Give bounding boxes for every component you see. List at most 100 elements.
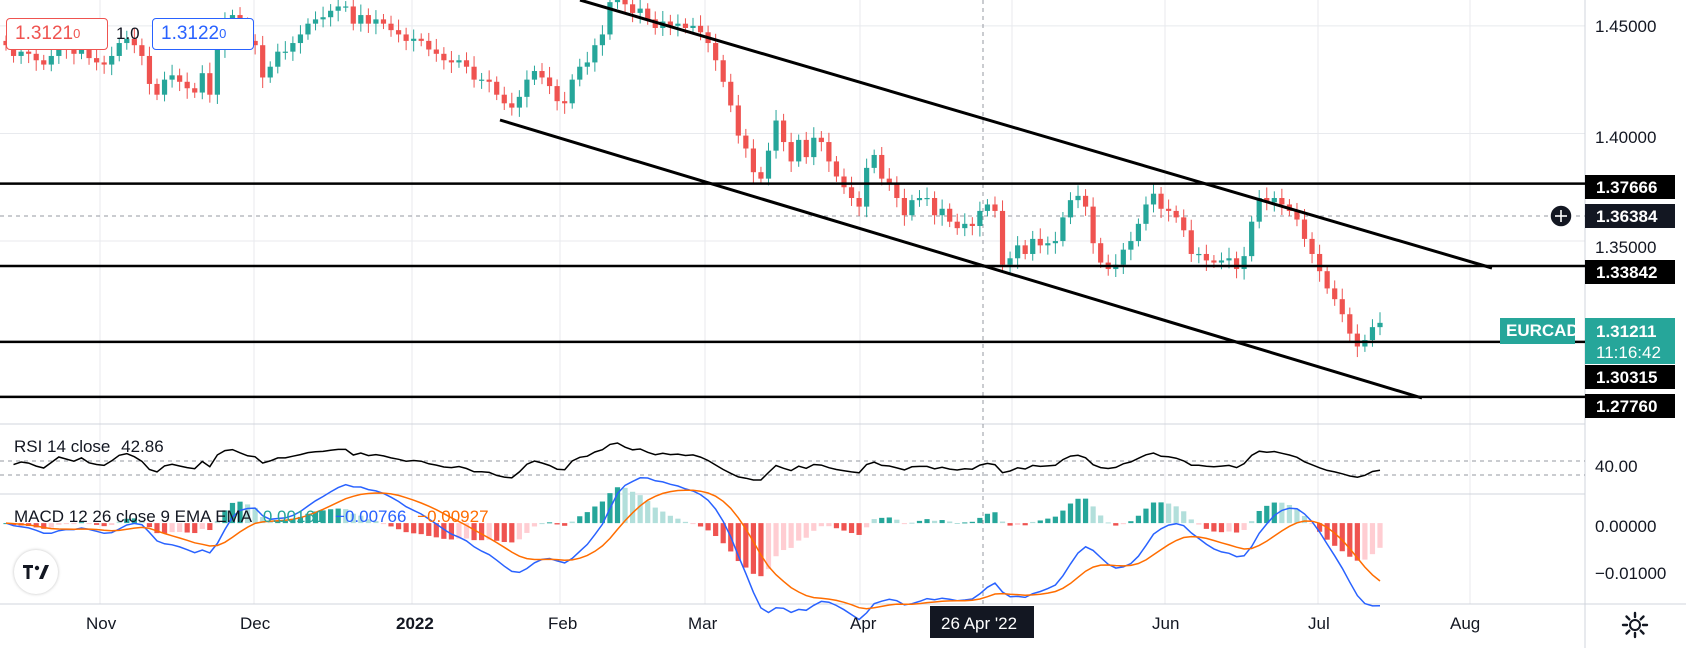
macd-histogram-bar xyxy=(1143,508,1149,524)
macd-histogram-bar xyxy=(260,517,266,524)
candle-body xyxy=(343,6,349,8)
macd-histogram-bar xyxy=(184,523,190,533)
macd-histogram-bar xyxy=(1052,516,1058,524)
candle-body xyxy=(630,4,636,13)
candle-body xyxy=(1090,206,1096,244)
candle-body xyxy=(1082,195,1089,207)
macd-histogram-bar xyxy=(222,510,228,524)
macd-histogram-bar xyxy=(614,487,621,524)
candle-body xyxy=(101,62,107,65)
macd-histogram-bar xyxy=(252,507,258,524)
macd-histogram-bar xyxy=(86,523,92,525)
candle-body xyxy=(214,47,220,95)
tradingview-logo-icon[interactable] xyxy=(14,550,58,594)
macd-histogram-bar xyxy=(350,513,356,524)
time-label: Nov xyxy=(86,614,117,633)
macd-histogram-bar xyxy=(1286,505,1293,524)
candle-body xyxy=(26,51,32,54)
candle-body xyxy=(1226,258,1232,261)
buy-price-button[interactable]: 1.31220 xyxy=(152,18,254,50)
candle-body xyxy=(962,223,968,229)
candle-body xyxy=(916,198,923,201)
macd-legend[interactable]: MACD 12 26 close 9 EMA EMA 0.00161 −0.00… xyxy=(14,507,495,527)
channel-upper-trendline[interactable] xyxy=(579,0,1493,270)
rsi-legend[interactable]: RSI 14 close 42.86 xyxy=(14,437,170,457)
macd-histogram-bar xyxy=(448,523,455,540)
candle-body xyxy=(328,10,334,18)
macd-histogram-bar xyxy=(297,516,304,524)
macd-histogram-bar xyxy=(380,523,387,525)
gear-icon[interactable] xyxy=(1620,610,1650,640)
candle-body xyxy=(78,47,85,54)
macd-histogram-bar xyxy=(554,523,560,525)
macd-histogram-bar xyxy=(992,512,998,524)
candle-body xyxy=(441,53,447,61)
sell-price-button[interactable]: 1.31210 xyxy=(6,18,108,50)
candle-body xyxy=(977,210,983,226)
macd-histogram-bar xyxy=(1339,523,1345,552)
price-tick: 1.40000 xyxy=(1595,128,1656,147)
macd-histogram-bar xyxy=(954,522,960,524)
macd-histogram-bar xyxy=(1203,523,1209,529)
macd-histogram-bar xyxy=(267,521,273,524)
candle-body xyxy=(146,55,153,84)
macd-histogram-bar xyxy=(720,523,726,544)
candle-body xyxy=(682,23,689,28)
candle-body xyxy=(1362,340,1368,347)
macd-histogram-bar xyxy=(177,523,183,532)
macd-histogram-bar xyxy=(524,523,530,533)
candle-body xyxy=(584,62,590,67)
candle-body xyxy=(1173,210,1179,218)
macd-histogram-bar xyxy=(803,523,809,538)
svg-text:EURCAD: EURCAD xyxy=(1506,321,1579,340)
macd-histogram-bar xyxy=(479,523,485,541)
candle-body xyxy=(282,51,288,53)
level-label: 1.30315 xyxy=(1585,365,1675,389)
svg-text:1.37666: 1.37666 xyxy=(1596,178,1657,197)
channel-lower-trendline[interactable] xyxy=(499,118,1423,400)
macd-histogram-bar xyxy=(864,523,870,528)
macd-histogram-bar xyxy=(546,522,553,524)
macd-histogram-bar xyxy=(871,519,877,524)
macd-histogram-bar xyxy=(947,521,953,524)
level-label: 1.27760 xyxy=(1585,394,1675,418)
level-label: 1.33842 xyxy=(1585,260,1675,284)
candle-body xyxy=(614,0,621,3)
macd-histogram-bar xyxy=(109,523,115,526)
macd-histogram-bar xyxy=(1113,523,1119,526)
rsi-axis-tick: 40.00 xyxy=(1595,457,1638,476)
candle-body xyxy=(1143,204,1149,224)
macd-histogram-bar xyxy=(1067,503,1074,524)
candle-body xyxy=(486,79,492,82)
candle-body xyxy=(690,25,696,28)
macd-histogram-bar xyxy=(1211,523,1217,532)
candle-body xyxy=(86,47,92,59)
candle-body xyxy=(1203,253,1209,261)
time-label: 2022 xyxy=(396,614,434,633)
macd-histogram-bar xyxy=(667,515,673,524)
candle-body xyxy=(267,66,273,78)
plus-circle-icon[interactable] xyxy=(1548,203,1574,229)
candle-body xyxy=(864,167,870,207)
candle-body xyxy=(1150,193,1157,205)
candle-body xyxy=(562,101,568,104)
candle-body xyxy=(1279,198,1285,205)
candle-body xyxy=(131,38,137,46)
candle-body xyxy=(901,198,907,216)
candle-body xyxy=(1075,195,1081,201)
macd-histogram-bar xyxy=(690,523,696,525)
macd-histogram-bar xyxy=(916,520,923,524)
macd-histogram-bar xyxy=(1181,511,1187,524)
macd-histogram-bar xyxy=(282,520,288,524)
candle-body xyxy=(909,200,915,216)
macd-histogram-bar xyxy=(758,523,764,577)
macd-histogram-bar xyxy=(418,523,424,535)
macd-histogram-bar xyxy=(531,523,538,527)
macd-histogram-bar xyxy=(275,520,281,524)
candle-body xyxy=(796,139,802,162)
candle-body xyxy=(871,154,877,168)
macd-histogram-bar xyxy=(131,518,137,524)
candle-body xyxy=(735,105,741,136)
candle-body xyxy=(1264,198,1270,203)
